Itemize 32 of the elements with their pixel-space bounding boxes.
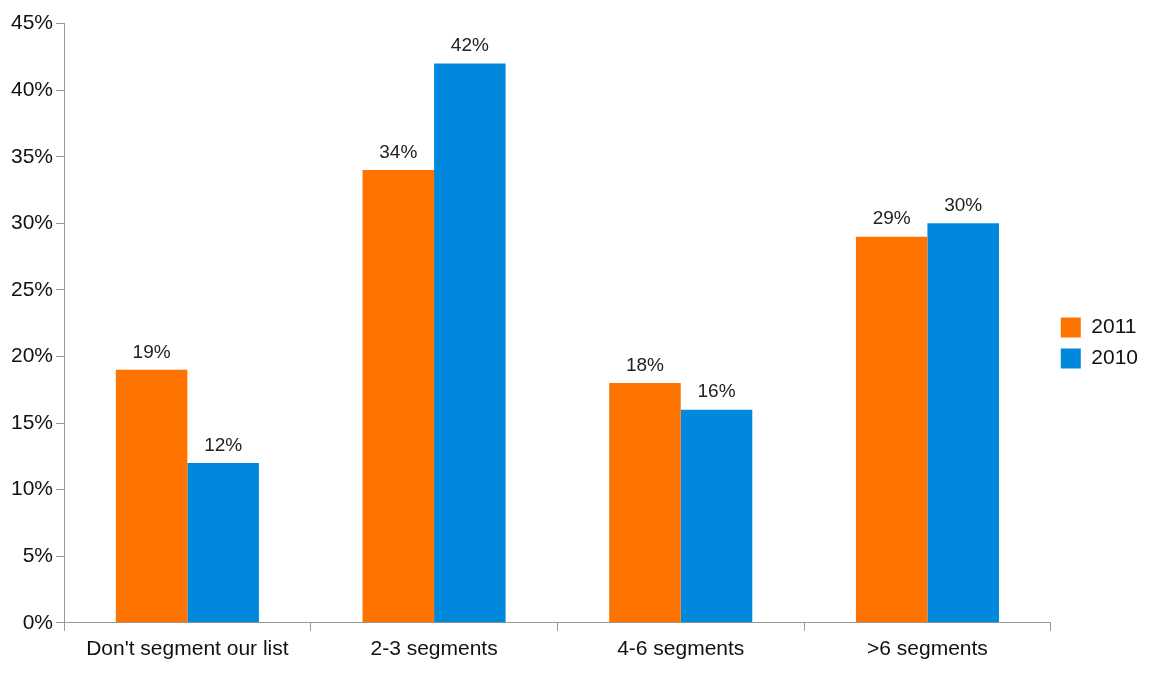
y-tick-label: 0%	[22, 609, 54, 633]
y-tick-label: 30%	[11, 210, 54, 234]
y-tick-label: 20%	[11, 343, 54, 367]
bar	[362, 170, 435, 623]
data-label: 19%	[132, 340, 171, 362]
y-tick-label: 5%	[22, 543, 54, 567]
x-tick-label: 2-3 segments	[370, 636, 498, 660]
legend-label: 2011	[1091, 314, 1137, 338]
data-label: 42%	[450, 34, 489, 56]
bar	[187, 463, 259, 623]
bar	[115, 369, 188, 623]
y-tick-label: 25%	[11, 276, 54, 300]
data-label: 30%	[944, 194, 983, 216]
data-label: 16%	[697, 380, 736, 402]
data-label: 12%	[204, 433, 243, 455]
bar	[434, 63, 506, 623]
x-tick-label: >6 segments	[867, 636, 988, 660]
y-tick-label: 15%	[11, 409, 54, 433]
x-tick-label: 4-6 segments	[617, 636, 745, 660]
data-label: 29%	[872, 207, 911, 229]
bar	[927, 223, 999, 623]
bar	[609, 383, 681, 623]
y-tick-label: 45%	[11, 10, 54, 34]
bar	[680, 409, 753, 623]
bar	[855, 236, 928, 623]
legend-label: 2010	[1091, 345, 1138, 369]
data-label: 18%	[625, 353, 665, 375]
y-tick-label: 10%	[11, 476, 54, 500]
x-tick-label: Don't segment our list	[86, 636, 289, 660]
y-tick-label: 40%	[11, 76, 54, 100]
data-label: 34%	[379, 140, 418, 162]
y-tick-label: 35%	[11, 143, 54, 167]
